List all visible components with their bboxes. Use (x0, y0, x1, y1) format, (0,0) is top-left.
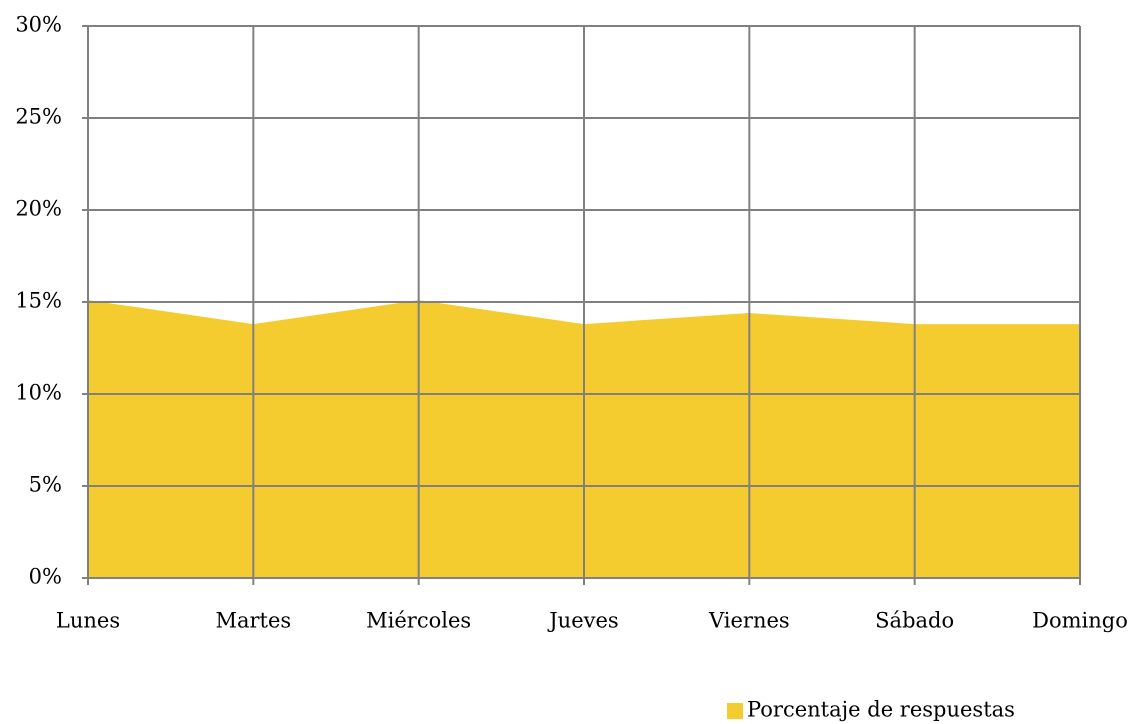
x-tick-label: Martes (215, 609, 291, 633)
x-tick-label: Miércoles (366, 609, 471, 633)
x-tick-label: Lunes (56, 609, 120, 633)
y-tick-label: 25% (15, 105, 62, 129)
y-tick-label: 5% (29, 473, 62, 497)
x-tick-label: Jueves (547, 609, 618, 633)
y-tick-label: 0% (29, 565, 62, 589)
legend-label: Porcentaje de respuestas (747, 698, 1015, 722)
y-tick-label: 10% (15, 381, 62, 405)
y-tick-label: 15% (15, 289, 62, 313)
x-tick-label: Sábado (875, 609, 954, 633)
y-tick-label: 20% (15, 197, 62, 221)
y-tick-label: 30% (15, 13, 62, 37)
x-tick-label: Viernes (708, 609, 790, 633)
legend-swatch (727, 703, 743, 719)
x-tick-label: Domingo (1032, 609, 1128, 633)
